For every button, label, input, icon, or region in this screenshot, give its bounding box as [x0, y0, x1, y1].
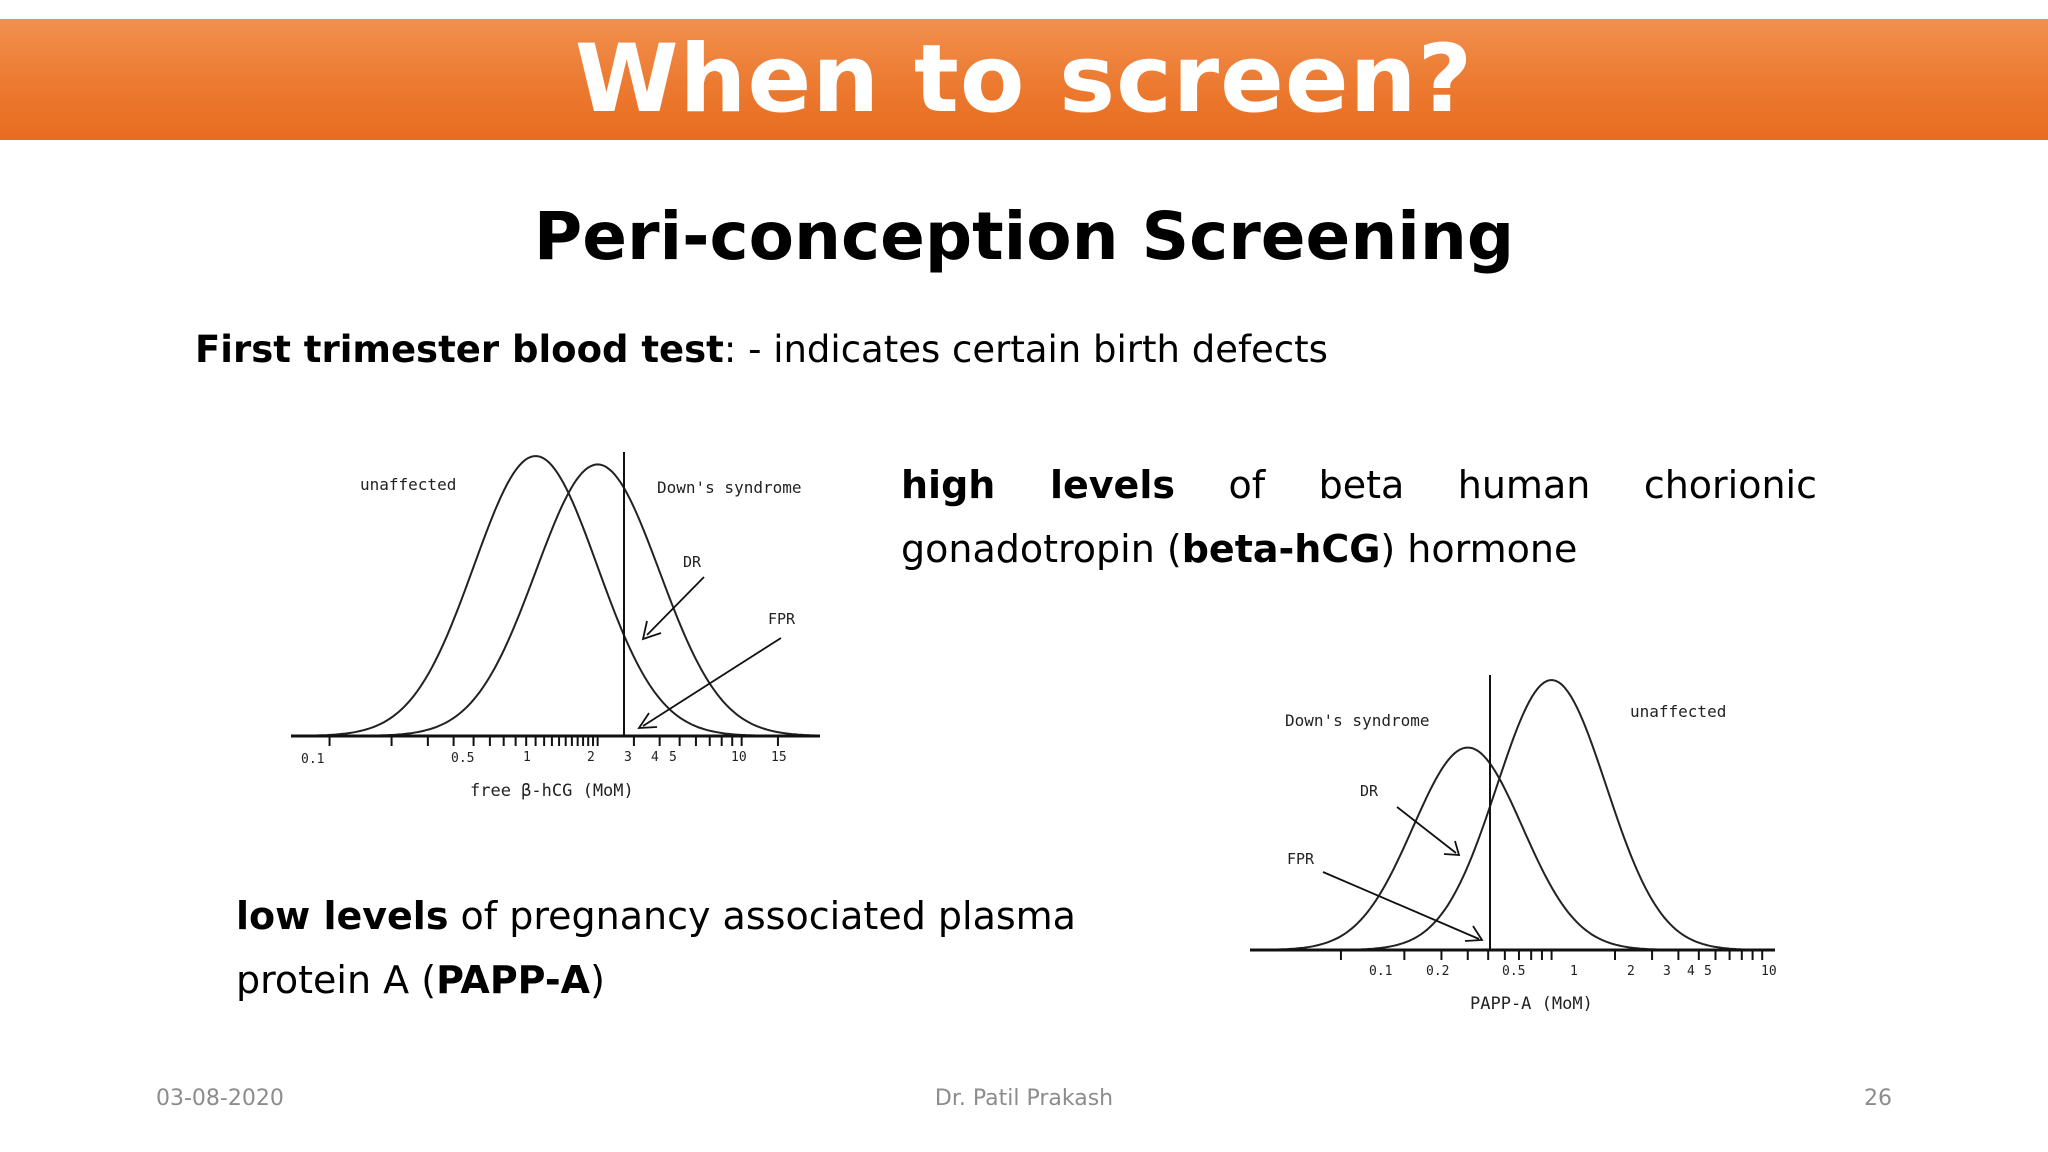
hcg-tick-label: 3 [624, 750, 632, 765]
first-trimester-desc: : - indicates certain birth defects [723, 328, 1328, 371]
pappa-fpr-label: FPR [1287, 850, 1315, 868]
hcg-abbrev: beta-hCG [1181, 527, 1381, 571]
hcg-high-levels: high levels [901, 463, 1175, 507]
hcg-x-axis-label: free β-hCG (MoM) [470, 781, 634, 801]
hcg-description: high levels of beta human chorionic gona… [901, 463, 1818, 571]
hcg-tick-label: 1 [523, 750, 531, 765]
pappa-tick-label: 0.2 [1426, 964, 1449, 979]
footer-date: 03-08-2020 [156, 1086, 284, 1111]
hcg-tick-label: 10 [731, 750, 747, 765]
hcg-fpr-label: FPR [768, 610, 796, 628]
pappa-dr-label: DR [1360, 782, 1379, 800]
papp-low-levels: low levels [236, 894, 449, 938]
pappa-tick-label: 1 [1570, 964, 1578, 979]
pappa-chart: Down's syndrome unaffected DR FPR 0.1 0.… [1250, 675, 1777, 1014]
hcg-chart: unaffected Down's syndrome DR FPR 0.1 0.… [291, 452, 820, 801]
pappa-dr-arrow [1396, 806, 1461, 856]
hcg-tick-label: 5 [669, 750, 677, 765]
footer-page-number: 26 [1864, 1086, 1892, 1111]
curve-down-s-syndrome [1250, 746, 1775, 951]
hcg-fpr-arrow [637, 637, 782, 729]
pappa-tick-label: 0.1 [1369, 964, 1392, 979]
pappa-tick-label: 3 [1663, 964, 1671, 979]
papp-abbrev: PAPP-A [436, 958, 591, 1002]
hcg-legend-unaffected: unaffected [360, 475, 456, 494]
pappa-x-axis-label: PAPP-A (MoM) [1470, 994, 1593, 1014]
slide-subtitle: Peri-conception Screening [533, 198, 1515, 275]
pappa-legend-downs: Down's syndrome [1285, 711, 1430, 730]
curve-unaffected [291, 455, 819, 737]
title-banner: When to screen? [0, 19, 2048, 140]
hcg-tick-label: 0.5 [451, 751, 474, 766]
hcg-dr-label: DR [683, 553, 702, 571]
pappa-tick-label: 5 [1704, 964, 1712, 979]
pappa-tick-label: 10 [1761, 964, 1777, 979]
hcg-tick-label: 15 [771, 750, 787, 765]
pappa-tick-label: 4 [1687, 964, 1695, 979]
pappa-tick-label: 0.5 [1502, 964, 1525, 979]
slide-title: When to screen? [574, 25, 1474, 134]
hcg-tick-label: 2 [587, 750, 595, 765]
pappa-legend-unaffected: unaffected [1630, 702, 1726, 721]
first-trimester-line: First trimester blood test: - indicates … [195, 328, 1328, 371]
hcg-legend-downs: Down's syndrome [657, 478, 802, 497]
hcg-tick-label: 4 [651, 750, 659, 765]
hcg-tick-label: 0.1 [301, 752, 324, 767]
hcg-dr-arrow [641, 576, 705, 641]
pappa-tick-label: 2 [1627, 964, 1635, 979]
first-trimester-label: First trimester blood test [195, 328, 724, 371]
papp-description: low levels of pregnancy associated plasm… [236, 894, 1076, 1002]
pappa-fpr-arrow [1322, 871, 1484, 942]
footer-author: Dr. Patil Prakash [934, 1086, 1114, 1111]
curve-down-s-syndrome [291, 463, 820, 737]
